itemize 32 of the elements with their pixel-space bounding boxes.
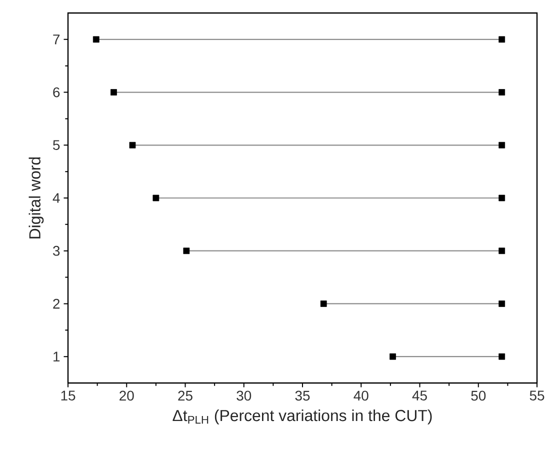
y-tick-label: 6 [53,87,60,98]
y-tick-label: 1 [54,352,60,362]
x-tick-label: 45 [412,390,427,401]
x-tick-label: 20 [120,390,134,401]
point [129,142,136,148]
y-tick-label: 2 [53,298,60,309]
y-tick-label: 3 [53,246,60,256]
point [498,300,506,307]
point [110,89,117,96]
x-tick-label: 40 [354,390,368,401]
point [498,353,506,360]
point [498,89,506,96]
x-tick-label: 35 [295,390,310,401]
x-tick-label: 55 [530,390,544,401]
point [498,36,506,43]
point [390,353,396,360]
x-tick-label: 30 [236,390,252,401]
y-axis-title: Digital word [28,157,44,238]
x-axis-title: Δt$_{PLH}$ (Percent variations in the CUT) [172,409,432,424]
x-tick-label: 15 [61,390,76,401]
y-tick-label: 4 [52,193,60,203]
point [92,36,100,43]
x-tick-label: 25 [178,390,192,401]
y-tick-label: 7 [53,34,60,44]
point [498,248,506,254]
point [183,248,190,254]
point [498,142,506,148]
point [152,194,160,202]
x-tick-label: 50 [471,390,486,401]
point [320,300,327,307]
point [498,194,506,202]
y-tick-label: 5 [53,140,60,150]
